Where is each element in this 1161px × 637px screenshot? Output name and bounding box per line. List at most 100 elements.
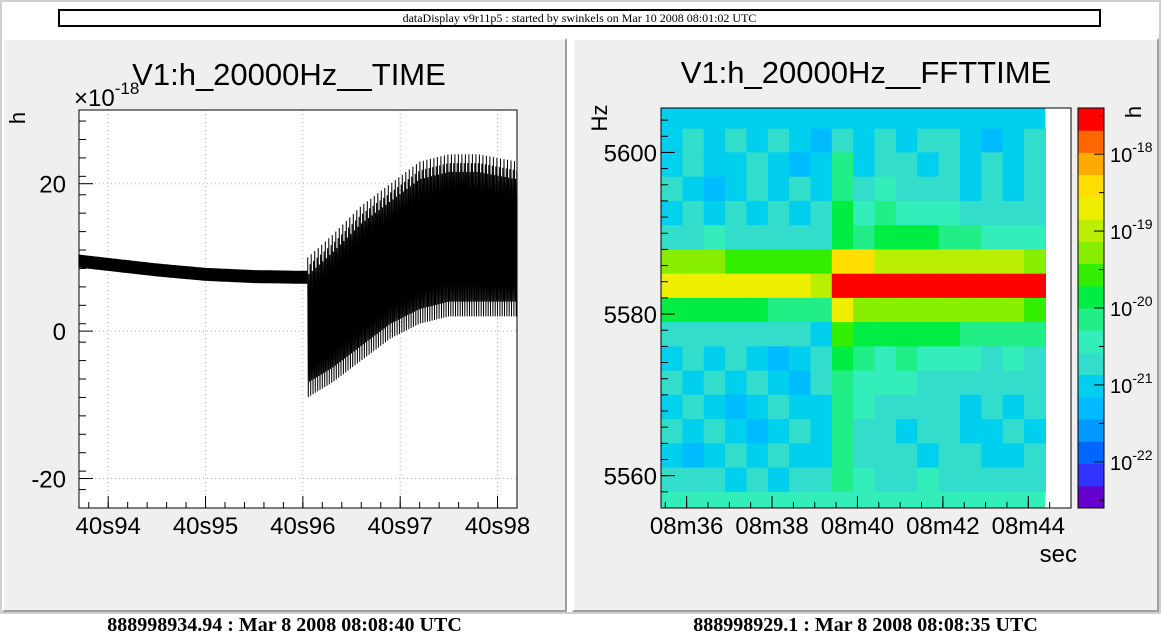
spectrogram-cell (853, 128, 876, 153)
spectrogram-cell (703, 249, 726, 275)
spectrogram-cell (895, 152, 918, 178)
spectrogram-cell (810, 419, 833, 444)
spectrogram-cell (831, 249, 854, 275)
spectrogram-cell (960, 443, 982, 469)
spectrogram-cell (981, 225, 1004, 250)
spectrogram-cell (1024, 176, 1046, 202)
spectrogram-cell (895, 419, 918, 444)
spectrogram-cell (703, 394, 726, 420)
spectrogram-cell (917, 200, 940, 226)
spectrogram-cell (767, 273, 790, 299)
spectrogram-cell (853, 200, 876, 226)
spectrogram-cell (661, 297, 683, 323)
spectrogram-cell (831, 467, 854, 493)
spectrogram-cell (661, 467, 683, 493)
spectrogram-cell (917, 273, 940, 299)
spectrogram-cell (1024, 152, 1046, 178)
x-tick-label: 40s97 (368, 513, 433, 540)
spectrogram-cell (917, 225, 940, 250)
color-scale-exponent: -19 (1132, 216, 1152, 232)
y-tick-label: -20 (31, 467, 66, 494)
color-scale-label: 10-19 (1110, 216, 1153, 244)
color-scale-bar (1078, 108, 1104, 509)
spectrogram-cell (938, 467, 961, 493)
spectrogram-cell (725, 128, 748, 153)
spectrogram-cell (725, 370, 748, 396)
spectrogram-cell (960, 370, 982, 396)
color-scale-step (1078, 485, 1104, 509)
x-tick-label: 08m36 (650, 513, 723, 540)
spectrogram-cell (1002, 152, 1025, 178)
x-tick-label: 08m44 (992, 513, 1065, 540)
spectrogram-cell (789, 273, 812, 299)
spectrogram-cell (960, 394, 982, 420)
spectrogram-cell (703, 297, 726, 323)
spectrogram-cell (981, 394, 1004, 420)
spectrogram-cell (981, 273, 1004, 299)
spectrogram-cell (767, 443, 790, 469)
spectrogram-cell (725, 467, 748, 493)
y-axis-label: h (5, 112, 30, 124)
spectrogram-cell (981, 297, 1004, 323)
spectrogram-cell (1002, 370, 1025, 396)
spectrogram-cell (874, 419, 897, 444)
spectrogram-cell (895, 249, 918, 275)
spectrogram-cell (960, 249, 982, 275)
time-series-pad[interactable]: 40s94 40s95 40s96 40s97 40s98 -20 0 20 V1:h_2000… (2, 38, 567, 636)
x-tick-label: 08m40 (821, 513, 894, 540)
spectrogram-cell (682, 225, 705, 250)
spectrogram-cell (789, 128, 812, 153)
spectrogram-cell (682, 297, 705, 323)
spectrogram-cell (746, 297, 769, 323)
display-header: dataDisplay v9r11p5 : started by swinkel… (58, 9, 1101, 27)
spectrogram-cell (703, 419, 726, 444)
spectrogram-cell (938, 176, 961, 202)
x-axis-label: sec (1040, 541, 1077, 568)
y-tick-label: 20 (39, 172, 66, 199)
spectrogram-cell (853, 273, 876, 299)
spectrogram-cell (682, 249, 705, 275)
spectrogram-cell (703, 176, 726, 202)
color-scale-step (1078, 352, 1104, 376)
spectrogram-cell (938, 394, 961, 420)
spectrogram-cell (682, 394, 705, 420)
color-scale-step (1078, 196, 1104, 220)
spectrogram-cell (746, 176, 769, 202)
spectrogram-cell (725, 346, 748, 372)
spectrogram-cell (853, 297, 876, 323)
spectrogram-cell (874, 443, 897, 469)
spectrogram-cell (682, 346, 705, 372)
spectrogram-cell (938, 346, 961, 372)
spectrogram-cell (895, 273, 918, 299)
spectrogram-cell (682, 370, 705, 396)
spectrogram-cell (874, 176, 897, 202)
spectrogram-cell (831, 394, 854, 420)
color-scale-exponent: -18 (1132, 139, 1152, 155)
color-scale-step (1078, 396, 1104, 420)
spectrogram-cell (746, 346, 769, 372)
spectrogram-cell (960, 128, 982, 153)
x-tick-label: 40s94 (76, 513, 141, 540)
spectrogram-cell (960, 322, 982, 347)
spectrogram-cell (831, 443, 854, 469)
spectrogram-cell (960, 419, 982, 444)
spectrogram-cell (917, 467, 940, 493)
spectrogram-cell (981, 200, 1004, 226)
spectrogram-cell (789, 297, 812, 323)
x-tick-label: 40s95 (173, 513, 238, 540)
spectrogram-cell (853, 419, 876, 444)
spectrogram-cell (874, 297, 897, 323)
spectrogram-cell (1024, 200, 1046, 226)
y-tick-label: 5560 (604, 464, 657, 491)
spectrogram-cell (746, 128, 769, 153)
spectrogram-cell (767, 322, 790, 347)
color-scale-exponent: -20 (1132, 293, 1152, 309)
spectrogram-cell (853, 176, 876, 202)
spectrogram-pad[interactable]: 08m36 08m38 08m40 08m42 08m44 5560 5580 5600 V1:… (572, 38, 1159, 636)
spectrogram-cell (853, 346, 876, 372)
color-scale-step (1078, 152, 1104, 176)
spectrogram-cell (725, 225, 748, 250)
spectrogram-cell (853, 322, 876, 347)
spectrogram-cell (810, 249, 833, 275)
spectrogram-cell (874, 322, 897, 347)
